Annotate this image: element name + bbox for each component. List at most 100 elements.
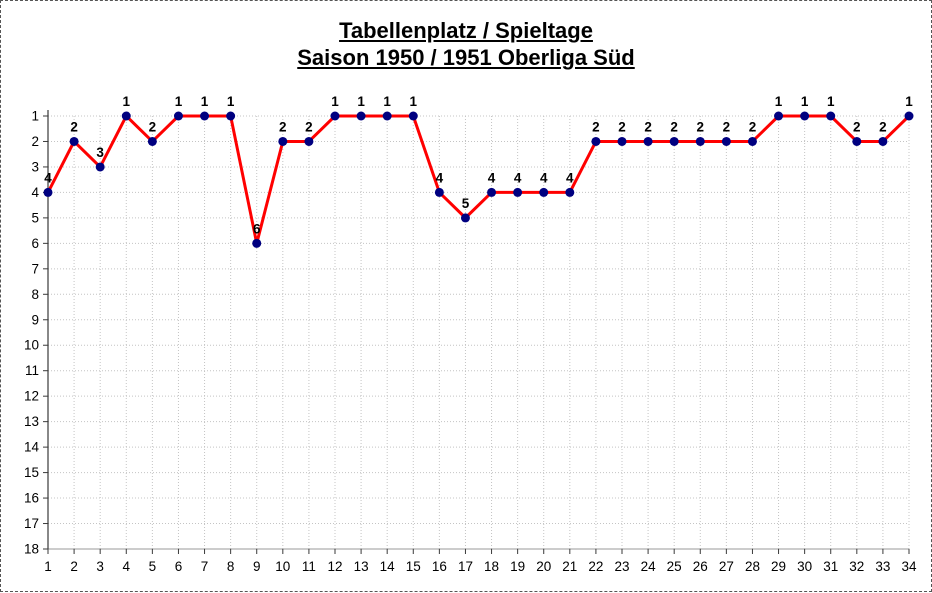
y-axis-tick-label: 5 [31,210,39,225]
data-point-label: 2 [723,119,731,134]
data-point-marker [774,111,784,121]
x-axis-tick-label: 24 [641,559,657,574]
y-axis-tick-label: 14 [24,440,40,455]
data-point-label: 2 [670,119,678,134]
data-point-marker [173,111,183,121]
data-point-label: 2 [70,119,78,134]
data-point-label: 1 [801,94,809,109]
data-point-label: 1 [227,94,235,109]
data-point-marker [200,111,210,121]
y-axis-tick-label: 16 [24,491,39,506]
y-axis-tick-label: 7 [31,261,39,276]
data-point-label: 5 [462,196,470,211]
data-point-label: 6 [253,221,261,236]
x-axis-tick-label: 27 [719,559,734,574]
y-axis-tick-label: 2 [31,134,39,149]
y-axis-tick-label: 1 [31,109,39,124]
data-point-marker [434,187,444,197]
data-point-label: 2 [618,119,626,134]
data-point-marker [304,136,314,146]
x-axis-tick-label: 34 [901,559,917,574]
x-axis-tick-label: 26 [693,559,708,574]
y-axis-tick-label: 8 [31,287,39,302]
x-axis-tick-label: 3 [96,559,104,574]
y-axis-tick-label: 10 [24,338,39,353]
data-point-marker [460,213,470,223]
data-point-label: 4 [44,170,52,185]
y-axis-tick-label: 17 [24,516,39,531]
data-point-label: 3 [96,145,104,160]
y-axis-tick-label: 18 [24,542,39,557]
data-point-marker [69,136,79,146]
y-axis-tick-label: 3 [31,159,39,174]
data-point-label: 2 [749,119,757,134]
data-point-label: 2 [592,119,600,134]
x-axis-tick-label: 10 [275,559,290,574]
data-point-marker [382,111,392,121]
data-point-marker [800,111,810,121]
x-axis-tick-label: 11 [302,559,316,574]
y-axis-tick-label: 11 [25,363,39,378]
series-line [46,114,911,245]
x-axis-tick-label: 14 [380,559,396,574]
x-axis-tick-label: 33 [875,559,890,574]
data-point-label: 4 [540,170,548,185]
data-point-marker [643,136,653,146]
data-point-marker [226,111,236,121]
data-point-label: 4 [514,170,522,185]
chart-subtitle: Saison 1950 / 1951 Oberliga Süd [297,45,635,70]
x-axis-tick-label: 6 [175,559,183,574]
data-point-marker [278,136,288,146]
data-point-marker [669,136,679,146]
data-point-label: 2 [697,119,705,134]
x-axis-tick-label: 23 [614,559,629,574]
x-axis-tick-label: 22 [588,559,603,574]
data-point-label: 2 [879,119,887,134]
x-axis-tick-label: 17 [458,559,473,574]
data-point-label: 1 [775,94,783,109]
x-axis-tick-label: 4 [123,559,131,574]
x-axis-tick-label: 15 [406,559,421,574]
x-axis-tick-label: 28 [745,559,760,574]
x-axis-tick-label: 21 [562,559,577,574]
data-point-label: 4 [566,170,574,185]
data-point-label: 1 [123,94,131,109]
data-point-marker [356,111,366,121]
data-point-label: 1 [383,94,391,109]
x-axis-tick-label: 25 [667,559,682,574]
data-point-marker [591,136,601,146]
data-point-marker [878,136,888,146]
y-axis-tick-label: 12 [24,389,39,404]
y-axis-tick-label: 9 [31,312,39,327]
data-point-marker [904,111,914,121]
data-point-label: 1 [905,94,913,109]
data-point-marker [747,136,757,146]
data-point-label: 1 [331,94,339,109]
y-axis-tick-label: 6 [31,236,39,251]
x-axis-tick-label: 29 [771,559,786,574]
data-point-label: 2 [853,119,861,134]
data-point-marker [95,162,105,172]
data-point-label: 2 [644,119,652,134]
x-axis-tick-label: 18 [484,559,499,574]
data-point-marker [565,187,575,197]
x-axis-tick-label: 30 [797,559,812,574]
data-point-label: 1 [201,94,209,109]
data-point-label: 2 [279,119,287,134]
x-axis-tick-label: 7 [201,559,209,574]
x-axis-tick-label: 16 [432,559,447,574]
data-point-marker [695,136,705,146]
y-axis-tick-label: 15 [24,465,39,480]
x-axis-tick-label: 12 [327,559,342,574]
x-axis-tick-label: 13 [354,559,369,574]
x-axis-tick-label: 5 [149,559,157,574]
data-point-label: 2 [149,119,157,134]
data-point-marker [539,187,549,197]
x-axis-tick-label: 2 [70,559,78,574]
data-point-marker [513,187,523,197]
data-point-label: 4 [436,170,444,185]
data-point-marker [852,136,862,146]
chart-title-block: Tabellenplatz / Spieltage Saison 1950 / … [1,17,931,71]
x-axis-tick-label: 32 [849,559,864,574]
data-point-label: 1 [357,94,365,109]
